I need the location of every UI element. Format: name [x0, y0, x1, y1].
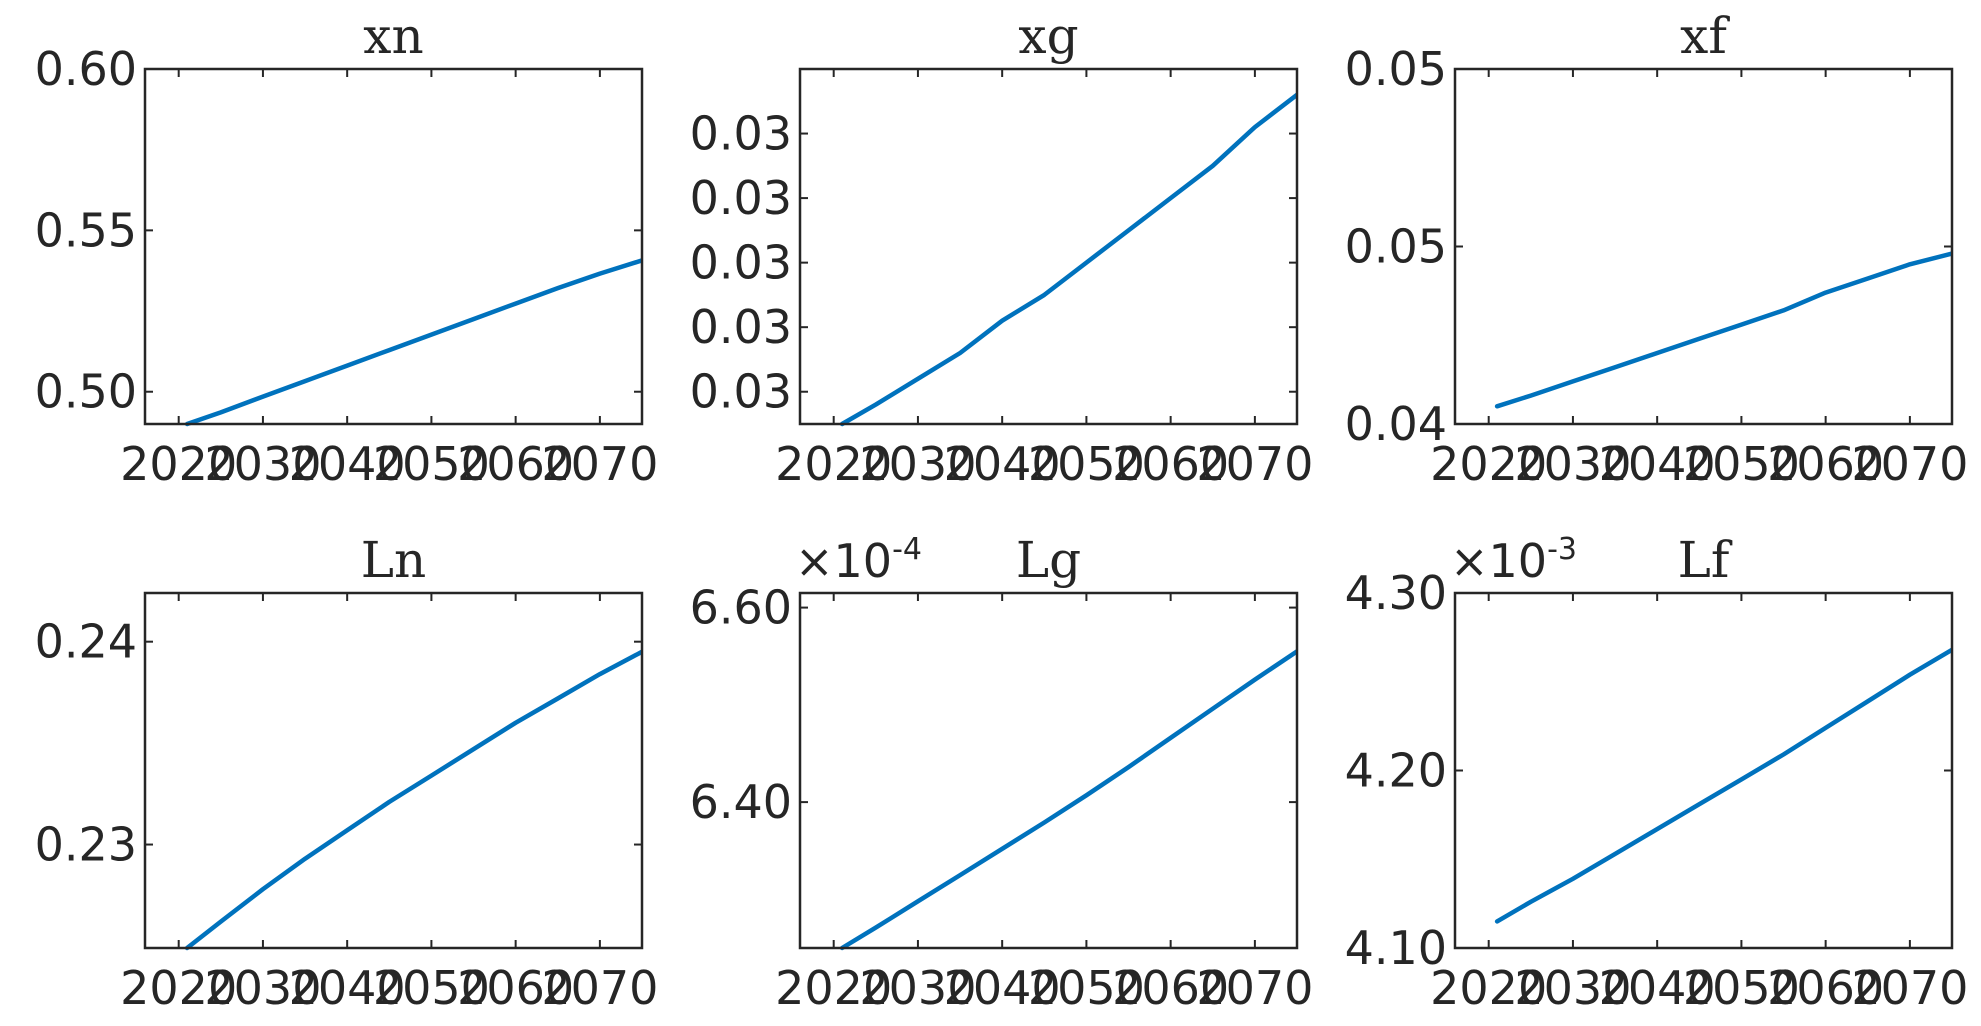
x-tick-label: 2040	[289, 961, 406, 1015]
y-tick-label: 0.05	[1345, 42, 1447, 96]
y-tick-label: 4.10	[1345, 921, 1447, 975]
x-tick-label: 2040	[944, 437, 1061, 491]
y-tick-label: 0.23	[35, 818, 137, 872]
y-tick-label: 0.03	[690, 171, 792, 225]
x-tick-label: 2020	[775, 437, 892, 491]
x-tick-label: 2070	[541, 437, 658, 491]
y-tick-label: 0.03	[690, 300, 792, 354]
subplot-title: xn	[363, 7, 423, 65]
x-tick-label: 2050	[1683, 437, 1800, 491]
y-tick-label: 0.03	[690, 365, 792, 419]
x-tick-label: 2070	[1196, 961, 1313, 1015]
axes-frame	[1453, 67, 1954, 426]
x-tick-label: 2070	[1851, 437, 1968, 491]
axes-frame	[798, 67, 1299, 426]
y-tick-label: 4.30	[1345, 566, 1447, 620]
y-tick-label: 0.60	[35, 42, 137, 96]
x-tick-label: 2070	[1851, 961, 1968, 1015]
x-tick-label: 2030	[204, 961, 321, 1015]
x-tick-label: 2020	[120, 961, 237, 1015]
y-exponent-label: ×10-3	[1450, 532, 1577, 588]
x-tick-label: 2040	[1599, 961, 1716, 1015]
y-tick-label: 0.55	[35, 203, 137, 257]
x-tick-label: 2070	[1196, 437, 1313, 491]
y-tick-label: 0.24	[35, 615, 137, 669]
subplot-title: Ln	[361, 531, 426, 589]
x-tick-label: 2030	[1514, 961, 1631, 1015]
y-exponent-label: ×10-4	[795, 532, 922, 588]
x-tick-label: 2030	[859, 437, 976, 491]
series-line	[1494, 251, 1952, 409]
y-tick-label: 6.40	[690, 775, 792, 829]
series-line	[839, 649, 1297, 951]
x-tick-label: 2060	[1112, 961, 1229, 1015]
y-tick-label: 0.03	[690, 107, 792, 161]
subplot-title: Lg	[1016, 531, 1081, 589]
x-tick-label: 2060	[457, 961, 574, 1015]
subplot-title: Lf	[1678, 531, 1733, 589]
x-tick-label: 2060	[1767, 961, 1884, 1015]
axes-frame	[143, 591, 644, 950]
subplot-title: xf	[1680, 7, 1730, 65]
x-tick-label: 2060	[1112, 437, 1229, 491]
x-tick-label: 2030	[204, 437, 321, 491]
y-tick-label: 0.50	[35, 365, 137, 419]
series-line	[1494, 647, 1952, 924]
x-tick-label: 2050	[373, 961, 490, 1015]
axes-frame	[798, 591, 1299, 950]
subplot-title: xg	[1018, 7, 1078, 65]
y-tick-label: 4.20	[1345, 744, 1447, 798]
x-tick-label: 2060	[1767, 437, 1884, 491]
series-line	[839, 92, 1297, 427]
x-tick-label: 2040	[289, 437, 406, 491]
x-tick-label: 2020	[775, 961, 892, 1015]
x-tick-label: 2050	[373, 437, 490, 491]
x-tick-label: 2060	[457, 437, 574, 491]
x-tick-label: 2050	[1028, 437, 1145, 491]
series-line	[184, 258, 642, 427]
axes-frame	[143, 67, 644, 426]
x-tick-label: 2040	[944, 961, 1061, 1015]
x-tick-label: 2070	[541, 961, 658, 1015]
x-tick-label: 2030	[1514, 437, 1631, 491]
series-line	[184, 649, 642, 951]
x-tick-label: 2040	[1599, 437, 1716, 491]
y-tick-label: 0.03	[690, 236, 792, 290]
x-tick-label: 2020	[1430, 437, 1547, 491]
x-tick-label: 2050	[1028, 961, 1145, 1015]
y-tick-label: 0.05	[1345, 220, 1447, 274]
y-tick-label: 0.04	[1345, 397, 1447, 451]
x-tick-label: 2020	[1430, 961, 1547, 1015]
axes-frame	[1453, 591, 1954, 950]
x-tick-label: 2030	[859, 961, 976, 1015]
x-tick-label: 2020	[120, 437, 237, 491]
y-tick-label: 6.60	[690, 581, 792, 635]
x-tick-label: 2050	[1683, 961, 1800, 1015]
